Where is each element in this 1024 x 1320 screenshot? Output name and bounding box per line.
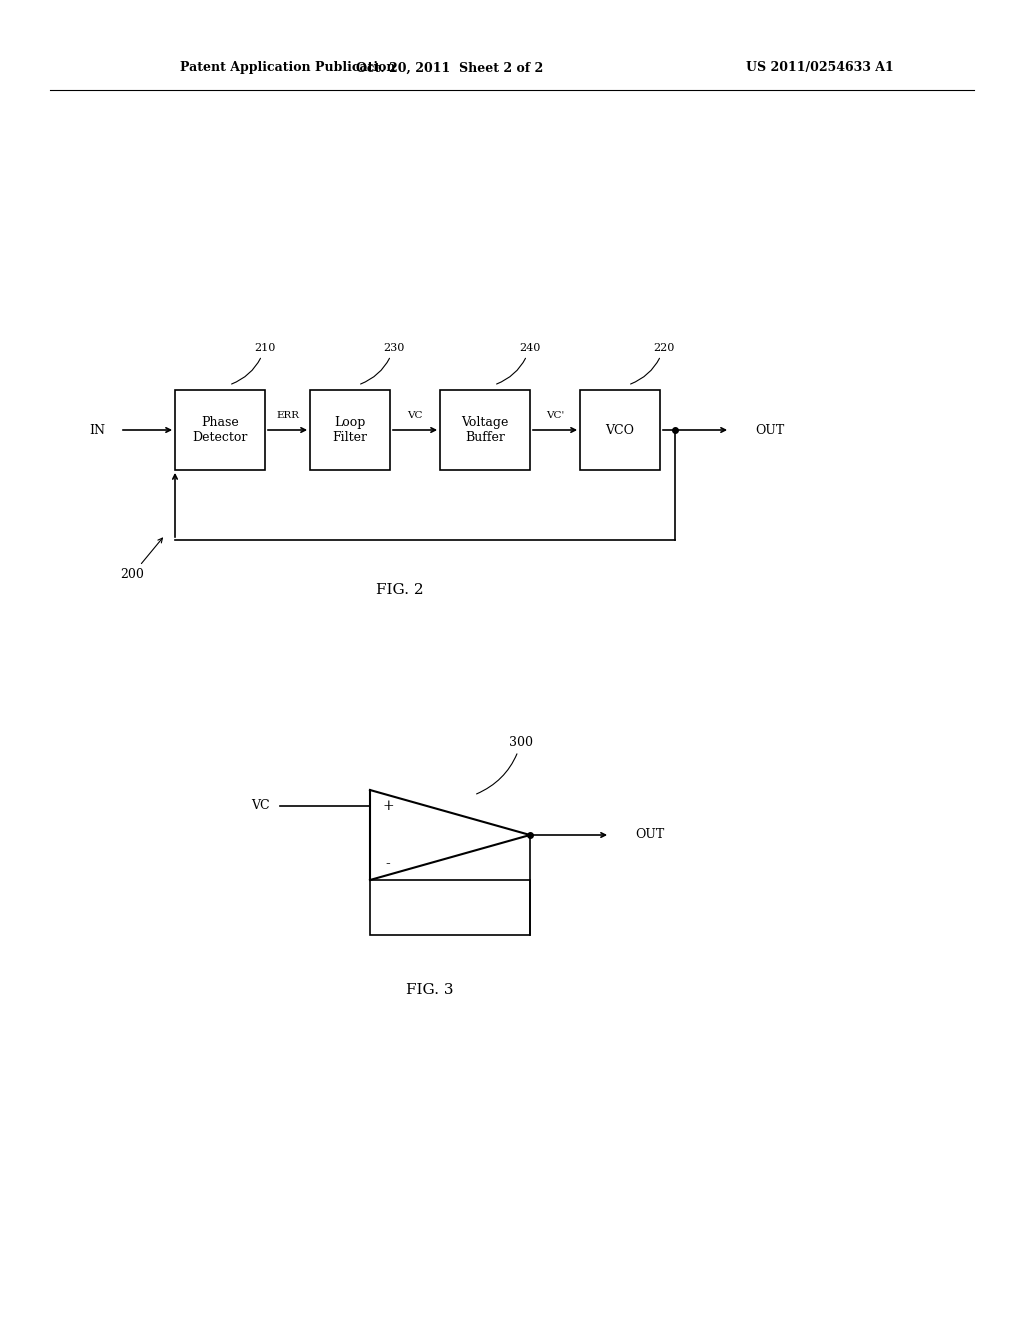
Text: IN: IN [89, 424, 105, 437]
Text: Patent Application Publication: Patent Application Publication [180, 62, 395, 74]
Text: FIG. 3: FIG. 3 [407, 983, 454, 997]
Text: OUT: OUT [755, 424, 784, 437]
Bar [580, 389, 660, 470]
Text: 300: 300 [476, 735, 534, 793]
Text: -: - [386, 857, 390, 871]
Text: Loop
Filter: Loop Filter [333, 416, 368, 444]
Text: OUT: OUT [635, 829, 665, 842]
Bar [310, 389, 390, 470]
Text: 210: 210 [231, 343, 275, 384]
Text: ERR: ERR [276, 411, 299, 420]
Text: VC: VC [408, 411, 423, 420]
Text: 240: 240 [497, 343, 541, 384]
Bar [175, 389, 265, 470]
Text: FIG. 2: FIG. 2 [376, 583, 424, 597]
Text: +: + [382, 799, 394, 813]
Text: Oct. 20, 2011  Sheet 2 of 2: Oct. 20, 2011 Sheet 2 of 2 [356, 62, 544, 74]
Text: VC: VC [251, 799, 270, 812]
Bar [440, 389, 530, 470]
Text: VC': VC' [546, 411, 564, 420]
Text: VCO: VCO [605, 424, 635, 437]
Text: 220: 220 [631, 343, 675, 384]
Bar [370, 880, 530, 935]
Text: 230: 230 [360, 343, 404, 384]
Text: US 2011/0254633 A1: US 2011/0254633 A1 [746, 62, 894, 74]
Text: Voltage
Buffer: Voltage Buffer [462, 416, 509, 444]
Text: 200: 200 [120, 539, 163, 582]
Text: Phase
Detector: Phase Detector [193, 416, 248, 444]
